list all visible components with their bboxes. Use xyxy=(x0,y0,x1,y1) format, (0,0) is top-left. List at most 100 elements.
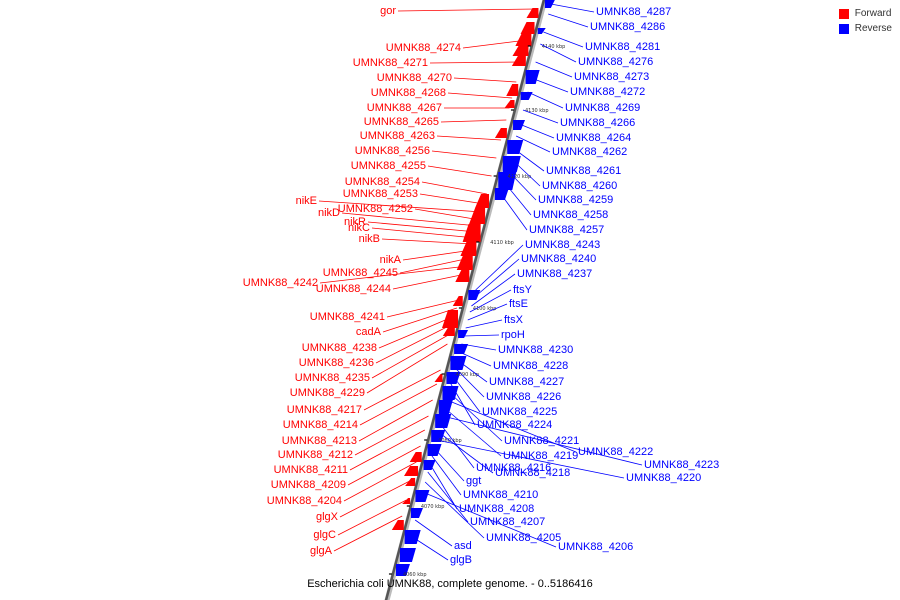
reverse-gene-block[interactable] xyxy=(438,400,453,414)
reverse-gene-label[interactable]: UMNK88_4273 xyxy=(574,71,649,83)
forward-gene-label[interactable]: UMNK88_4217 xyxy=(287,404,362,416)
reverse-gene-block[interactable] xyxy=(450,356,467,370)
forward-gene-label[interactable]: gor xyxy=(380,5,396,17)
reverse-gene-label[interactable]: UMNK88_4224 xyxy=(477,419,552,431)
forward-gene-label[interactable]: UMNK88_4213 xyxy=(282,435,357,447)
reverse-gene-label[interactable]: UMNK88_4210 xyxy=(463,489,538,501)
forward-gene-label[interactable]: UMNK88_4245 xyxy=(323,267,398,279)
forward-gene-label[interactable]: UMNK88_4267 xyxy=(367,102,442,114)
forward-gene-label[interactable]: glgC xyxy=(313,529,336,541)
legend-reverse[interactable]: Reverse xyxy=(838,23,892,34)
reverse-gene-label[interactable]: UMNK88_4281 xyxy=(585,41,660,53)
reverse-gene-label[interactable]: UMNK88_4220 xyxy=(626,472,701,484)
reverse-gene-label[interactable]: ggt xyxy=(466,475,481,487)
reverse-gene-block[interactable] xyxy=(502,156,521,172)
reverse-gene-block[interactable] xyxy=(498,172,517,190)
forward-gene-block[interactable] xyxy=(511,56,526,66)
reverse-gene-label[interactable]: ftsE xyxy=(509,298,528,310)
reverse-gene-label[interactable]: UMNK88_4240 xyxy=(521,253,596,265)
forward-gene-label[interactable]: UMNK88_4270 xyxy=(377,72,452,84)
reverse-gene-label[interactable]: UMNK88_4266 xyxy=(560,117,635,129)
forward-gene-block[interactable] xyxy=(520,22,535,34)
forward-gene-label[interactable]: glgX xyxy=(316,511,339,523)
forward-gene-block[interactable] xyxy=(460,242,477,256)
reverse-gene-block[interactable] xyxy=(458,330,469,338)
reverse-gene-label[interactable]: UMNK88_4230 xyxy=(498,344,573,356)
reverse-gene-label[interactable]: UMNK88_4272 xyxy=(570,86,645,98)
forward-gene-block[interactable] xyxy=(409,452,422,462)
reverse-gene-label[interactable]: UMNK88_4228 xyxy=(493,360,568,372)
reverse-gene-block[interactable] xyxy=(544,0,555,8)
forward-gene-label[interactable]: UMNK88_4242 xyxy=(243,277,318,289)
forward-gene-label[interactable]: UMNK88_4265 xyxy=(364,116,439,128)
reverse-gene-block[interactable] xyxy=(468,290,481,300)
forward-gene-label[interactable]: UMNK88_4274 xyxy=(386,42,461,54)
forward-gene-label[interactable]: nikB xyxy=(359,233,380,245)
reverse-gene-label[interactable]: UMNK88_4237 xyxy=(517,268,592,280)
reverse-gene-block[interactable] xyxy=(395,564,410,576)
forward-gene-block[interactable] xyxy=(456,256,473,270)
reverse-gene-block[interactable] xyxy=(415,490,430,502)
reverse-gene-label[interactable]: UMNK88_4223 xyxy=(644,459,719,471)
forward-gene-label[interactable]: UMNK88_4255 xyxy=(351,160,426,172)
forward-gene-block[interactable] xyxy=(469,208,486,224)
reverse-gene-label[interactable]: UMNK88_4264 xyxy=(556,132,631,144)
reverse-gene-label[interactable]: UMNK88_4206 xyxy=(558,541,633,553)
forward-gene-block[interactable] xyxy=(434,374,443,382)
reverse-gene-label[interactable]: UMNK88_4261 xyxy=(546,165,621,177)
forward-gene-block[interactable] xyxy=(455,270,470,282)
reverse-gene-label[interactable]: UMNK88_4260 xyxy=(542,180,617,192)
reverse-gene-label[interactable]: UMNK88_4276 xyxy=(578,56,653,68)
reverse-gene-block[interactable] xyxy=(494,188,509,200)
forward-gene-label[interactable]: UMNK88_4211 xyxy=(274,464,348,476)
forward-gene-label[interactable]: glgA xyxy=(310,545,333,557)
reverse-gene-label[interactable]: UMNK88_4207 xyxy=(470,516,545,528)
forward-gene-label[interactable]: UMNK88_4263 xyxy=(360,130,435,142)
reverse-gene-label[interactable]: ftsY xyxy=(513,284,533,296)
forward-gene-label[interactable]: nikE xyxy=(296,195,317,207)
forward-gene-label[interactable]: UMNK88_4235 xyxy=(295,372,370,384)
reverse-gene-block[interactable] xyxy=(427,444,442,456)
forward-gene-label[interactable]: UMNK88_4254 xyxy=(345,176,420,188)
forward-gene-label[interactable]: UMNK88_4244 xyxy=(316,283,391,295)
forward-gene-label[interactable]: UMNK88_4241 xyxy=(310,311,385,323)
forward-gene-block[interactable] xyxy=(462,224,481,242)
forward-gene-label[interactable]: UMNK88_4229 xyxy=(290,387,365,399)
reverse-gene-label[interactable]: asd xyxy=(454,540,472,552)
forward-gene-block[interactable] xyxy=(504,100,515,108)
forward-gene-label[interactable]: UMNK88_4253 xyxy=(343,188,418,200)
forward-gene-block[interactable] xyxy=(405,478,416,486)
reverse-gene-label[interactable]: UMNK88_4262 xyxy=(552,146,627,158)
reverse-gene-block[interactable] xyxy=(525,70,540,84)
reverse-gene-block[interactable] xyxy=(410,508,423,518)
reverse-gene-label[interactable]: UMNK88_4227 xyxy=(489,376,564,388)
reverse-gene-label[interactable]: UMNK88_4221 xyxy=(504,435,579,447)
forward-gene-label[interactable]: UMNK88_4256 xyxy=(355,145,430,157)
reverse-gene-label[interactable]: UMNK88_4286 xyxy=(590,21,665,33)
reverse-gene-block[interactable] xyxy=(507,140,524,154)
forward-gene-label[interactable]: nikR xyxy=(344,216,366,228)
forward-gene-block[interactable] xyxy=(506,84,519,96)
reverse-gene-label[interactable]: UMNK88_4216 xyxy=(476,462,551,474)
forward-gene-block[interactable] xyxy=(526,8,539,18)
forward-gene-label[interactable]: UMNK88_4236 xyxy=(299,357,374,369)
forward-gene-label[interactable]: UMNK88_4271 xyxy=(353,57,428,69)
forward-gene-block[interactable] xyxy=(442,326,455,336)
forward-gene-label[interactable]: nikA xyxy=(380,254,402,266)
reverse-gene-label[interactable]: UMNK88_4218 xyxy=(495,467,570,479)
reverse-gene-label[interactable]: UMNK88_4259 xyxy=(538,194,613,206)
forward-gene-label[interactable]: nikD xyxy=(318,207,340,219)
forward-gene-block[interactable] xyxy=(475,194,490,208)
forward-gene-label[interactable]: UMNK88_4252 xyxy=(338,203,413,215)
legend-forward[interactable]: Forward xyxy=(838,8,892,19)
forward-gene-label[interactable]: UMNK88_4238 xyxy=(302,342,377,354)
reverse-gene-label[interactable]: UMNK88_4222 xyxy=(578,446,653,458)
forward-gene-block[interactable] xyxy=(442,310,459,328)
reverse-gene-label[interactable]: UMNK88_4243 xyxy=(525,239,600,251)
forward-gene-label[interactable]: UMNK88_4209 xyxy=(271,479,346,491)
forward-gene-block[interactable] xyxy=(404,466,419,476)
forward-gene-label[interactable]: nikC xyxy=(348,222,370,234)
reverse-gene-block[interactable] xyxy=(399,548,416,562)
reverse-gene-block[interactable] xyxy=(513,120,526,130)
reverse-gene-label[interactable]: ftsX xyxy=(504,314,524,326)
